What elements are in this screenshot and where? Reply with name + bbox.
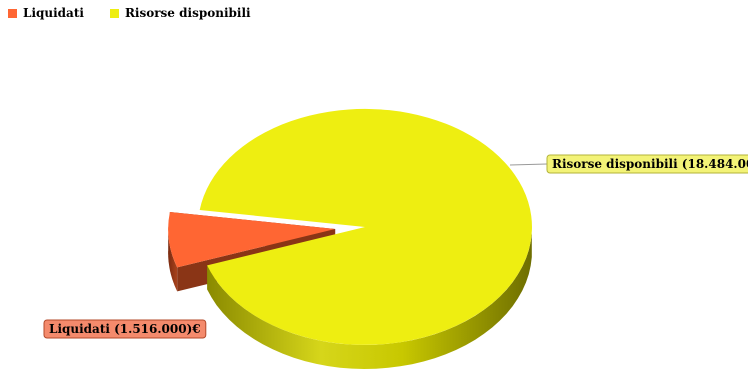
legend-item-risorse: Risorse disponibili [109, 6, 251, 20]
legend-item-liquidati: Liquidati [8, 6, 84, 20]
pie-callouts: Liquidati (1.516.000)€ Risorse disponibil… [43, 154, 748, 339]
data-label-0: Liquidati (1.516.000)€ [49, 322, 201, 336]
legend-swatch-risorse [109, 8, 119, 18]
legend-swatch-liquidati [8, 8, 17, 18]
pie-slices [168, 108, 532, 369]
chart-legend: Liquidati Risorse disponibili [8, 6, 251, 20]
callout-0: Liquidati (1.516.000)€ [43, 319, 207, 339]
legend-label-liquidati: Liquidati [23, 6, 84, 20]
callout-1: Risorse disponibili (18.484.000)€ [509, 154, 748, 174]
pie-slice-1 [199, 108, 532, 369]
legend-label-risorse: Risorse disponibili [124, 6, 251, 20]
data-label-1: Risorse disponibili (18.484.000)€ [552, 157, 748, 171]
